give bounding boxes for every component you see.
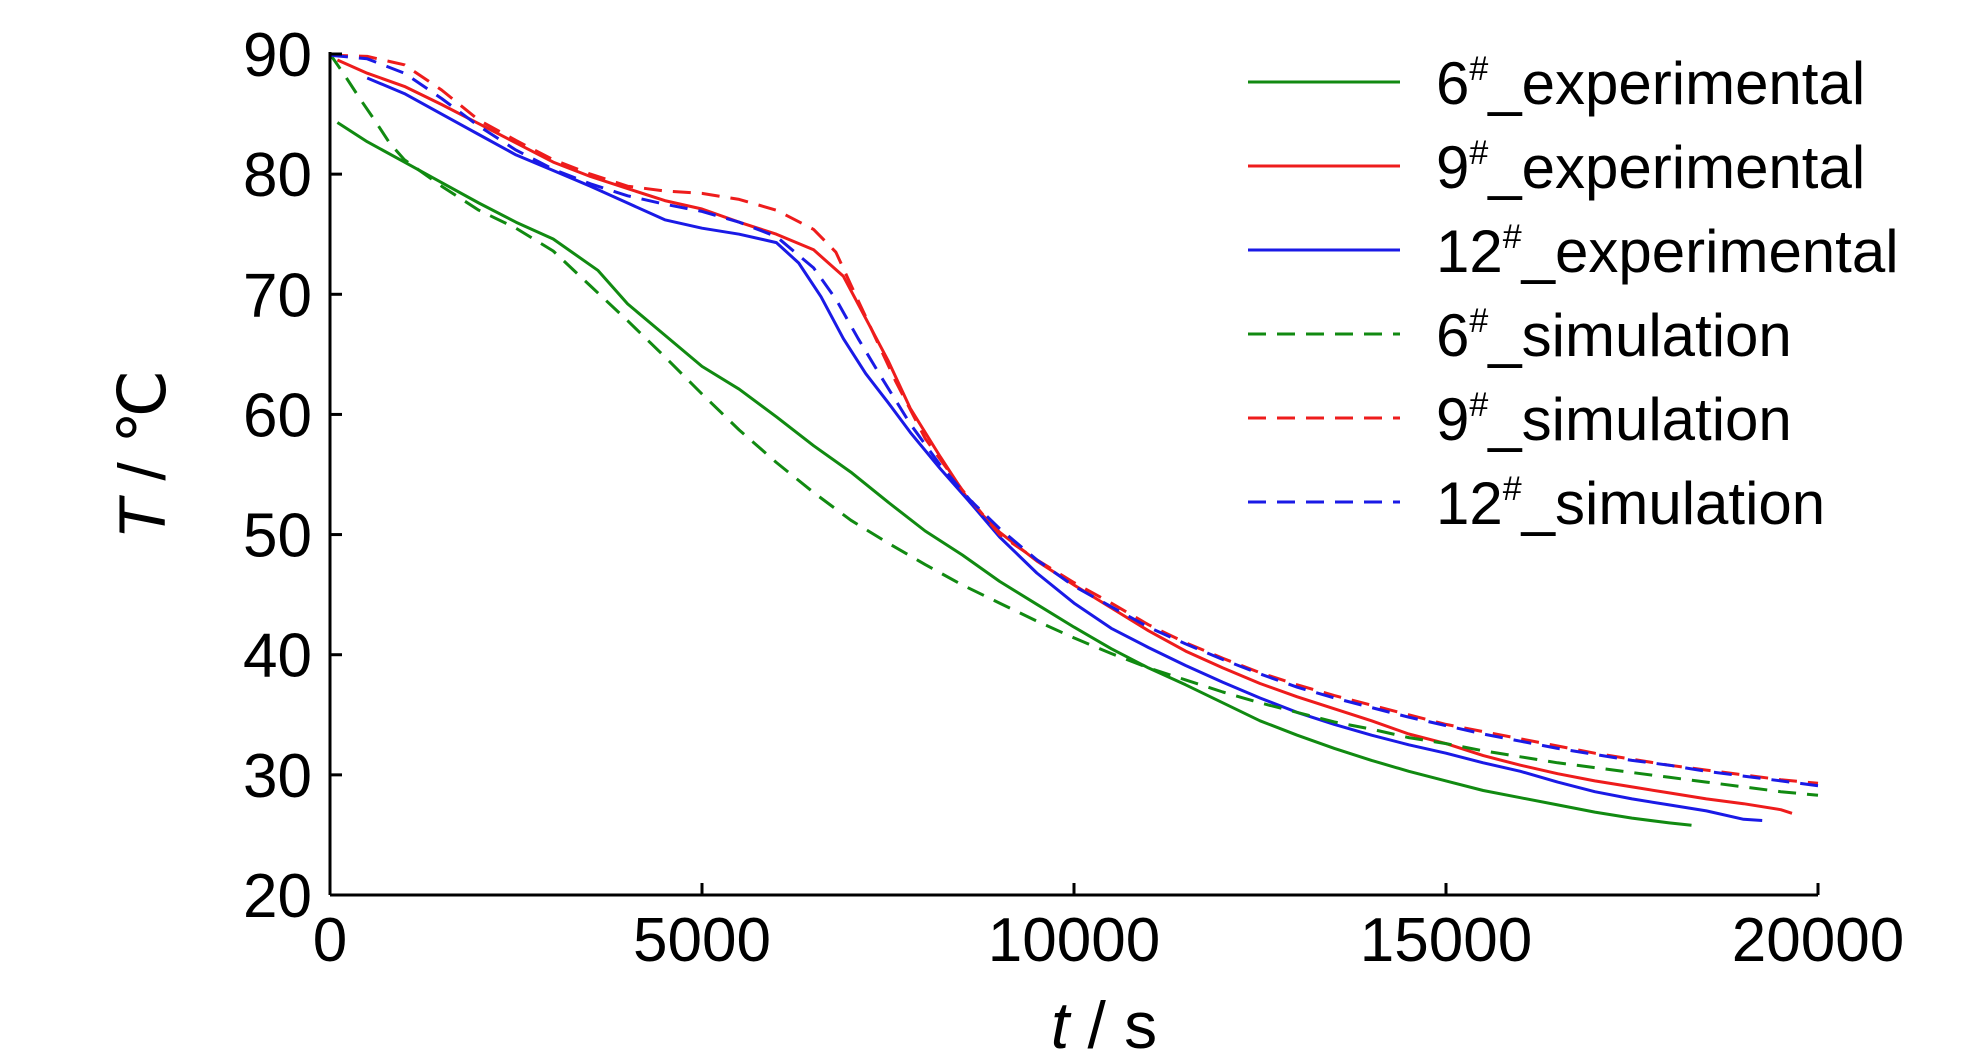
x-ticks: 0 5000 10000 15000 20000 (313, 883, 1904, 975)
legend-label: 9#_simulation (1436, 386, 1792, 453)
x-tick-label: 15000 (1360, 906, 1532, 975)
x-tick-label: 5000 (633, 906, 771, 975)
legend-label: 6#_simulation (1436, 302, 1792, 369)
y-tick-label: 30 (243, 742, 312, 811)
legend-label: 9#_experimental (1436, 134, 1865, 201)
x-tick-label: 10000 (988, 906, 1160, 975)
x-tick-label: 20000 (1732, 906, 1904, 975)
series-line-1 (336, 121, 1692, 827)
x-axis-unit: / s (1069, 988, 1157, 1062)
series-line-4 (328, 53, 1819, 797)
legend-label: 6#_experimental (1436, 50, 1865, 117)
x-tick-label: 0 (313, 906, 347, 975)
x-axis-title: t / s (1051, 988, 1157, 1062)
y-ticks: 20 30 40 50 60 70 80 90 (243, 21, 342, 931)
y-tick-label: 80 (243, 141, 312, 210)
y-tick-label: 50 (243, 502, 312, 571)
y-axis-unit: / ℃ (105, 370, 179, 499)
series-line-6 (329, 53, 1819, 788)
y-tick-label: 20 (243, 862, 312, 931)
y-tick-label: 60 (243, 381, 312, 450)
y-tick-label: 40 (243, 622, 312, 691)
legend: 6#_experimental 9#_experimental 12#_experi… (1248, 50, 1899, 537)
y-tick-label: 70 (243, 261, 312, 330)
legend-label: 12#_experimental (1436, 218, 1899, 285)
axes: 0 5000 10000 15000 20000 20 30 40 50 60 70 80 90 (243, 21, 1904, 975)
legend-label: 12#_simulation (1436, 470, 1825, 537)
y-tick-label: 90 (243, 21, 312, 90)
y-axis-title: T / ℃ (105, 370, 179, 539)
plot-series (328, 53, 1819, 827)
x-axis-variable: t (1051, 988, 1072, 1062)
series-line-3 (366, 76, 1763, 822)
y-axis-variable: T (105, 494, 179, 539)
